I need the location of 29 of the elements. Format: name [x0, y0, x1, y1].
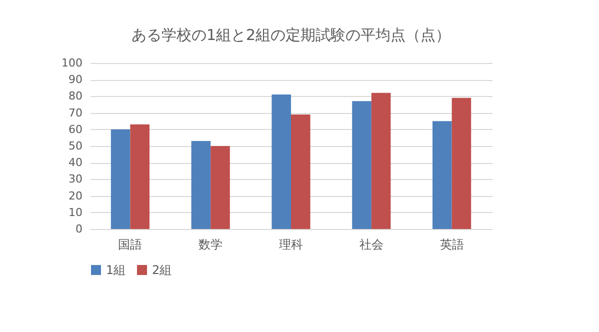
- bar: [110, 129, 130, 229]
- x-tick-label: 国語: [118, 238, 142, 252]
- chart-title: ある学校の1組と2組の定期試験の平均点（点）: [131, 26, 451, 44]
- x-tick-label: 理科: [279, 238, 303, 252]
- y-tick-label: 60: [68, 122, 82, 136]
- bar: [130, 124, 150, 229]
- legend-label: 1組: [106, 263, 126, 277]
- bar: [210, 146, 230, 229]
- y-tick-label: 90: [68, 73, 82, 86]
- bar: [371, 92, 391, 229]
- y-tick-label: 10: [68, 206, 82, 219]
- x-tick-label: 社会: [359, 238, 384, 252]
- y-tick-label: 100: [62, 56, 82, 70]
- y-tick-label: 20: [68, 189, 82, 202]
- y-tick-label: 50: [68, 140, 82, 152]
- bar: [272, 94, 291, 229]
- y-tick-label: 80: [68, 90, 82, 103]
- bar: [432, 121, 452, 229]
- y-tick-label: 0: [76, 222, 82, 236]
- y-tick-label: 40: [68, 156, 82, 170]
- y-tick-label: 70: [68, 106, 82, 120]
- legend-label: 2組: [152, 263, 172, 277]
- x-tick-label: 数学: [198, 238, 223, 252]
- bar: [352, 101, 372, 229]
- y-tick-label: 30: [68, 172, 82, 186]
- x-tick-label: 英語: [440, 238, 464, 252]
- bar: [452, 98, 472, 229]
- bar: [191, 141, 211, 229]
- bar: [291, 114, 310, 229]
